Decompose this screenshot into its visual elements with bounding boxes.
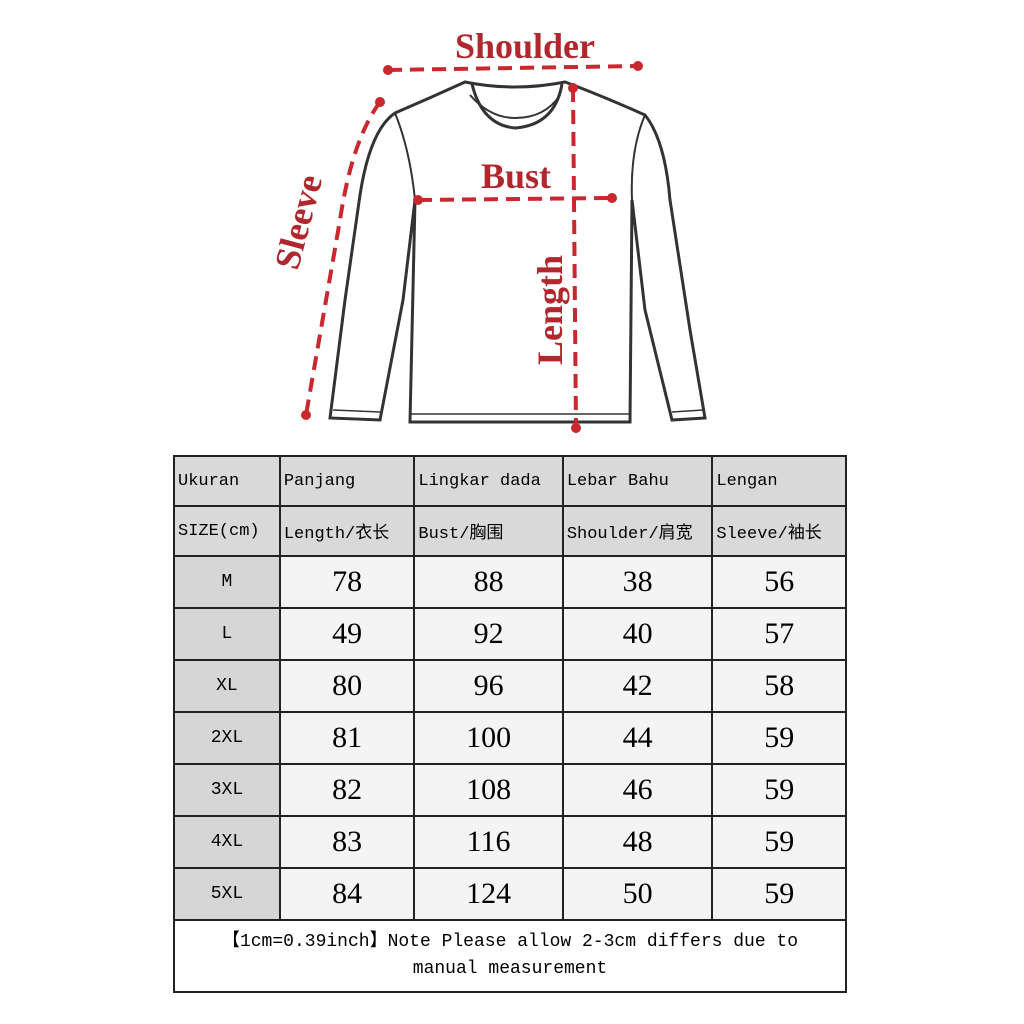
- size-cell: M: [173, 555, 281, 609]
- value-cell: 100: [413, 711, 564, 765]
- shoulder-line: [387, 64, 639, 72]
- value-cell: 49: [278, 607, 416, 661]
- size-cell: L: [173, 607, 281, 661]
- value-cell: 46: [561, 763, 714, 817]
- value-cell: 80: [278, 659, 416, 713]
- length-line: [571, 87, 578, 429]
- value-cell: 50: [561, 867, 714, 921]
- table-row: 2XL 81 100 44 59: [173, 711, 847, 765]
- value-cell: 96: [413, 659, 564, 713]
- value-cell: 124: [413, 867, 564, 921]
- value-cell: 56: [711, 555, 847, 609]
- value-cell: 116: [413, 815, 564, 869]
- table-row: L 49 92 40 57: [173, 607, 847, 661]
- measure-dots: [301, 61, 643, 433]
- length-label: Length: [530, 255, 570, 365]
- header-cell: Lengan: [711, 455, 847, 507]
- header-cell: Lebar Bahu: [561, 455, 714, 507]
- table-row: XL 80 96 42 58: [173, 659, 847, 713]
- header-cell: Bust/胸围: [413, 505, 564, 557]
- size-cell: 5XL: [173, 867, 281, 921]
- measure-lines: [304, 64, 639, 429]
- value-cell: 108: [413, 763, 564, 817]
- size-cell: 3XL: [173, 763, 281, 817]
- header-cell: SIZE(cm): [173, 505, 281, 557]
- shoulder-label: Shoulder: [455, 26, 595, 66]
- value-cell: 78: [278, 555, 416, 609]
- header-cell: Ukuran: [173, 455, 281, 507]
- table-row: M 78 88 38 56: [173, 555, 847, 609]
- measurement-note: 【1cm=0.39inch】Note Please allow 2-3cm di…: [173, 919, 847, 993]
- header-cell: Lingkar dada: [413, 455, 564, 507]
- value-cell: 83: [278, 815, 416, 869]
- header-row-indonesian: Ukuran Panjang Lingkar dada Lebar Bahu L…: [173, 455, 847, 507]
- value-cell: 57: [711, 607, 847, 661]
- value-cell: 81: [278, 711, 416, 765]
- value-cell: 59: [711, 815, 847, 869]
- bust-label: Bust: [481, 156, 551, 196]
- sleeve-label: Sleeve: [267, 170, 330, 273]
- header-cell: Panjang: [278, 455, 416, 507]
- value-cell: 59: [711, 763, 847, 817]
- value-cell: 40: [561, 607, 714, 661]
- header-cell: Length/衣长: [278, 505, 416, 557]
- header-cell: Shoulder/肩宽: [561, 505, 714, 557]
- value-cell: 58: [711, 659, 847, 713]
- table-row: 4XL 83 116 48 59: [173, 815, 847, 869]
- header-cell: Sleeve/袖长: [711, 505, 847, 557]
- shirt-outline: [328, 80, 707, 424]
- shirt-measurement-diagram: Shoulder Bust Sleeve Length: [267, 26, 707, 433]
- size-cell: XL: [173, 659, 281, 713]
- value-cell: 48: [561, 815, 714, 869]
- value-cell: 84: [278, 867, 416, 921]
- value-cell: 88: [413, 555, 564, 609]
- header-row-english: SIZE(cm) Length/衣长 Bust/胸围 Shoulder/肩宽 S…: [173, 505, 847, 557]
- size-chart-table: Ukuran Panjang Lingkar dada Lebar Bahu L…: [173, 455, 847, 993]
- value-cell: 82: [278, 763, 416, 817]
- table-row: 5XL 84 124 50 59: [173, 867, 847, 921]
- table-row: 3XL 82 108 46 59: [173, 763, 847, 817]
- sleeve-line: [304, 100, 382, 416]
- size-cell: 4XL: [173, 815, 281, 869]
- value-cell: 59: [711, 711, 847, 765]
- value-cell: 59: [711, 867, 847, 921]
- value-cell: 42: [561, 659, 714, 713]
- value-cell: 44: [561, 711, 714, 765]
- value-cell: 38: [561, 555, 714, 609]
- bust-line: [417, 196, 613, 202]
- size-cell: 2XL: [173, 711, 281, 765]
- note-row: 【1cm=0.39inch】Note Please allow 2-3cm di…: [173, 919, 847, 993]
- value-cell: 92: [413, 607, 564, 661]
